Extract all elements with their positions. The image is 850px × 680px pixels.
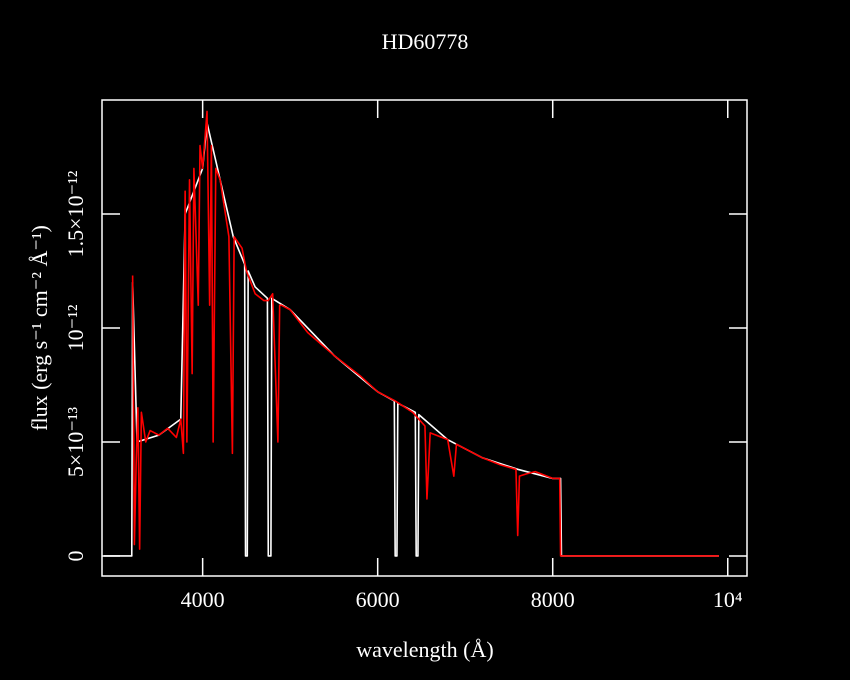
- x-tick-label: 8000: [531, 587, 575, 612]
- spectrum-line: [103, 122, 719, 557]
- y-tick-label: 10⁻¹²: [63, 304, 88, 351]
- plot-frame: [101, 99, 748, 577]
- y-axis-label: flux (erg s⁻¹ cm⁻² Å⁻¹): [27, 225, 52, 431]
- y-tick-label: 0: [63, 550, 88, 561]
- x-tick-label: 10⁴: [713, 587, 743, 612]
- chart-title: HD60778: [382, 29, 469, 54]
- y-tick-label: 1.5×10⁻¹²: [63, 170, 88, 257]
- x-tick-label: 6000: [356, 587, 400, 612]
- y-tick-label: 5×10⁻¹³: [63, 406, 88, 477]
- x-axis-label: wavelength (Å): [356, 637, 493, 662]
- spectrum-line: [131, 110, 719, 557]
- x-tick-label: 4000: [181, 587, 225, 612]
